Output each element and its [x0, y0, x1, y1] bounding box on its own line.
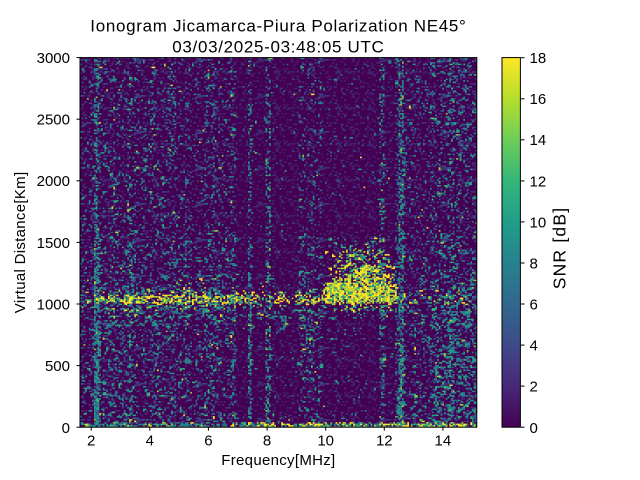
svg-text:8: 8: [263, 433, 271, 450]
svg-text:2: 2: [87, 433, 95, 450]
svg-text:Virtual Distance[Km]: Virtual Distance[Km]: [12, 172, 29, 314]
svg-text:SNR [dB]: SNR [dB]: [550, 207, 570, 290]
svg-text:03/03/2025-03:48:05 UTC: 03/03/2025-03:48:05 UTC: [172, 37, 384, 56]
svg-text:12: 12: [376, 433, 393, 450]
svg-text:Frequency[MHz]: Frequency[MHz]: [221, 452, 335, 469]
svg-text:14: 14: [530, 132, 547, 149]
svg-text:0: 0: [62, 420, 70, 437]
svg-text:10: 10: [530, 214, 547, 231]
svg-text:500: 500: [45, 358, 70, 375]
svg-text:1000: 1000: [37, 296, 70, 313]
svg-text:4: 4: [146, 433, 154, 450]
svg-text:10: 10: [317, 433, 334, 450]
svg-text:8: 8: [530, 255, 538, 272]
svg-text:Ionogram Jicamarca-Piura Polar: Ionogram Jicamarca-Piura Polarization NE…: [90, 16, 466, 35]
svg-text:2000: 2000: [37, 173, 70, 190]
svg-text:6: 6: [530, 296, 538, 313]
svg-text:18: 18: [530, 50, 547, 67]
svg-text:16: 16: [530, 91, 547, 108]
svg-text:6: 6: [204, 433, 212, 450]
svg-text:0: 0: [530, 420, 538, 437]
svg-text:2: 2: [530, 379, 538, 396]
svg-text:12: 12: [530, 173, 547, 190]
svg-text:14: 14: [435, 433, 452, 450]
svg-text:4: 4: [530, 338, 538, 355]
svg-text:2500: 2500: [37, 112, 70, 129]
svg-text:3000: 3000: [37, 50, 70, 67]
svg-text:1500: 1500: [37, 235, 70, 252]
